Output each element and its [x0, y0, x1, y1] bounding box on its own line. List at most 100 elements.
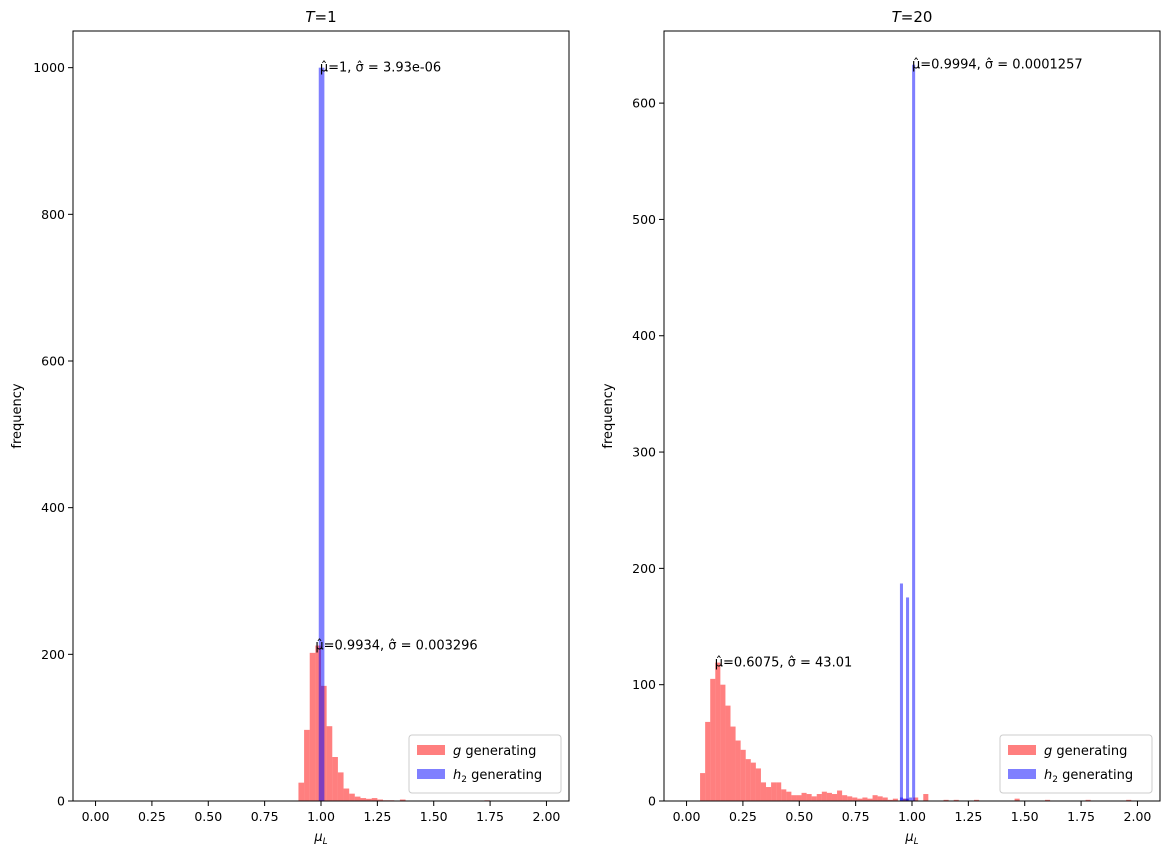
- y-tick-label: 500: [632, 212, 656, 227]
- x-tick-label: 0.75: [251, 809, 279, 824]
- bar: [857, 798, 863, 801]
- bar: [700, 773, 706, 801]
- bar: [801, 792, 807, 801]
- x-tick-label: 1.25: [954, 809, 982, 824]
- x-axis-label: μL: [313, 830, 327, 847]
- bar: [821, 791, 827, 801]
- x-tick-label: 1.50: [1011, 809, 1039, 824]
- bar: [332, 757, 338, 801]
- x-tick-label: 0.25: [138, 809, 166, 824]
- bar: [811, 796, 817, 801]
- y-tick-label: 0: [648, 794, 656, 809]
- y-axis-label: frequency: [601, 383, 616, 449]
- bar: [354, 796, 361, 801]
- annotation: μ̂=0.6075, σ̂ = 43.01: [715, 656, 853, 671]
- bar: [974, 799, 980, 801]
- bar: [776, 782, 782, 801]
- bar: [862, 797, 868, 801]
- bar: [943, 799, 949, 801]
- y-tick-label: 800: [41, 207, 65, 222]
- subplot-2: 0.00 0.25 0.50 0.75 1.00 1.25 1.50 1.75 2.00 0 100…: [601, 8, 1161, 847]
- bar: [923, 794, 929, 801]
- bar: [366, 798, 372, 801]
- y-tick-label: 400: [41, 500, 65, 515]
- bar: [1014, 798, 1020, 801]
- bar: [842, 795, 848, 801]
- bar: [791, 795, 797, 801]
- y-tick-label: 200: [632, 561, 656, 576]
- bar: [781, 789, 787, 801]
- bar: [710, 678, 716, 801]
- legend-swatch: [1008, 745, 1036, 755]
- bar: [343, 788, 350, 801]
- bar: [725, 705, 731, 801]
- bar: [315, 645, 321, 801]
- bar: [337, 772, 344, 801]
- bar: [1085, 799, 1091, 801]
- series-h2: [318, 67, 325, 802]
- x-tick-label: 2.00: [1124, 809, 1152, 824]
- bar: [902, 798, 907, 801]
- legend-frame: [999, 734, 1153, 794]
- bar: [771, 782, 777, 801]
- legend: g generating h2 generating: [408, 734, 562, 794]
- bar: [796, 795, 802, 801]
- bar: [745, 759, 751, 801]
- bar: [909, 797, 913, 801]
- bar: [730, 726, 736, 801]
- bar: [750, 762, 756, 801]
- bar: [377, 799, 383, 801]
- bar: [899, 583, 903, 801]
- bar: [309, 652, 316, 801]
- bar: [786, 791, 792, 801]
- bar: [705, 721, 711, 801]
- x-tick-label: 1.00: [898, 809, 926, 824]
- x-tick-label: 0.50: [194, 809, 222, 824]
- annotation: μ̂=0.9994, σ̂ = 0.0001257: [912, 58, 1083, 73]
- bar: [360, 798, 367, 801]
- x-tick-label: 1.75: [1067, 809, 1095, 824]
- bar: [304, 729, 310, 801]
- series-h2: [899, 64, 916, 802]
- x-tick-label: 0.50: [785, 809, 813, 824]
- bar: [906, 597, 910, 801]
- legend: g generating h2 generating: [999, 734, 1153, 794]
- bar: [831, 794, 838, 801]
- y-tick-label: 600: [41, 354, 65, 369]
- y-tick-label: 200: [41, 647, 65, 662]
- bar: [740, 749, 746, 801]
- chart-title: T=1: [305, 8, 336, 26]
- bar: [953, 799, 959, 801]
- bar: [882, 797, 888, 801]
- x-tick-label: 0.00: [82, 809, 110, 824]
- bar: [913, 797, 919, 801]
- x-tick-label: 1.00: [307, 809, 335, 824]
- legend-swatch: [417, 745, 445, 755]
- bar: [326, 726, 333, 801]
- y-tick-label: 1000: [33, 60, 65, 75]
- x-tick-label: 1.75: [476, 809, 504, 824]
- x-tick-label: 1.50: [420, 809, 448, 824]
- axes-frame: [663, 30, 1161, 802]
- x-tick-label: 0.25: [729, 809, 757, 824]
- bar: [837, 790, 843, 801]
- y-tick-label: 0: [57, 794, 65, 809]
- bar: [760, 782, 767, 801]
- bar: [892, 798, 898, 801]
- bar: [735, 740, 741, 801]
- legend-frame: [408, 734, 562, 794]
- legend-entry: h2 generating: [1044, 768, 1133, 785]
- subplot-1: 0.00 0.25 0.50 0.75 1.00 1.25 1.50 1.75 2.00 0 200…: [10, 8, 570, 847]
- bar: [349, 793, 355, 801]
- x-tick-label: 1.25: [363, 809, 391, 824]
- annotation: μ̂=1, σ̂ = 3.93e-06: [320, 61, 441, 76]
- bar: [399, 799, 406, 801]
- bar: [852, 797, 858, 801]
- x-tick-label: 0.00: [673, 809, 701, 824]
- bar: [877, 796, 883, 801]
- chart-title: T=20: [892, 8, 933, 26]
- bar: [1126, 799, 1132, 801]
- bar: [887, 799, 893, 801]
- bar: [872, 795, 878, 801]
